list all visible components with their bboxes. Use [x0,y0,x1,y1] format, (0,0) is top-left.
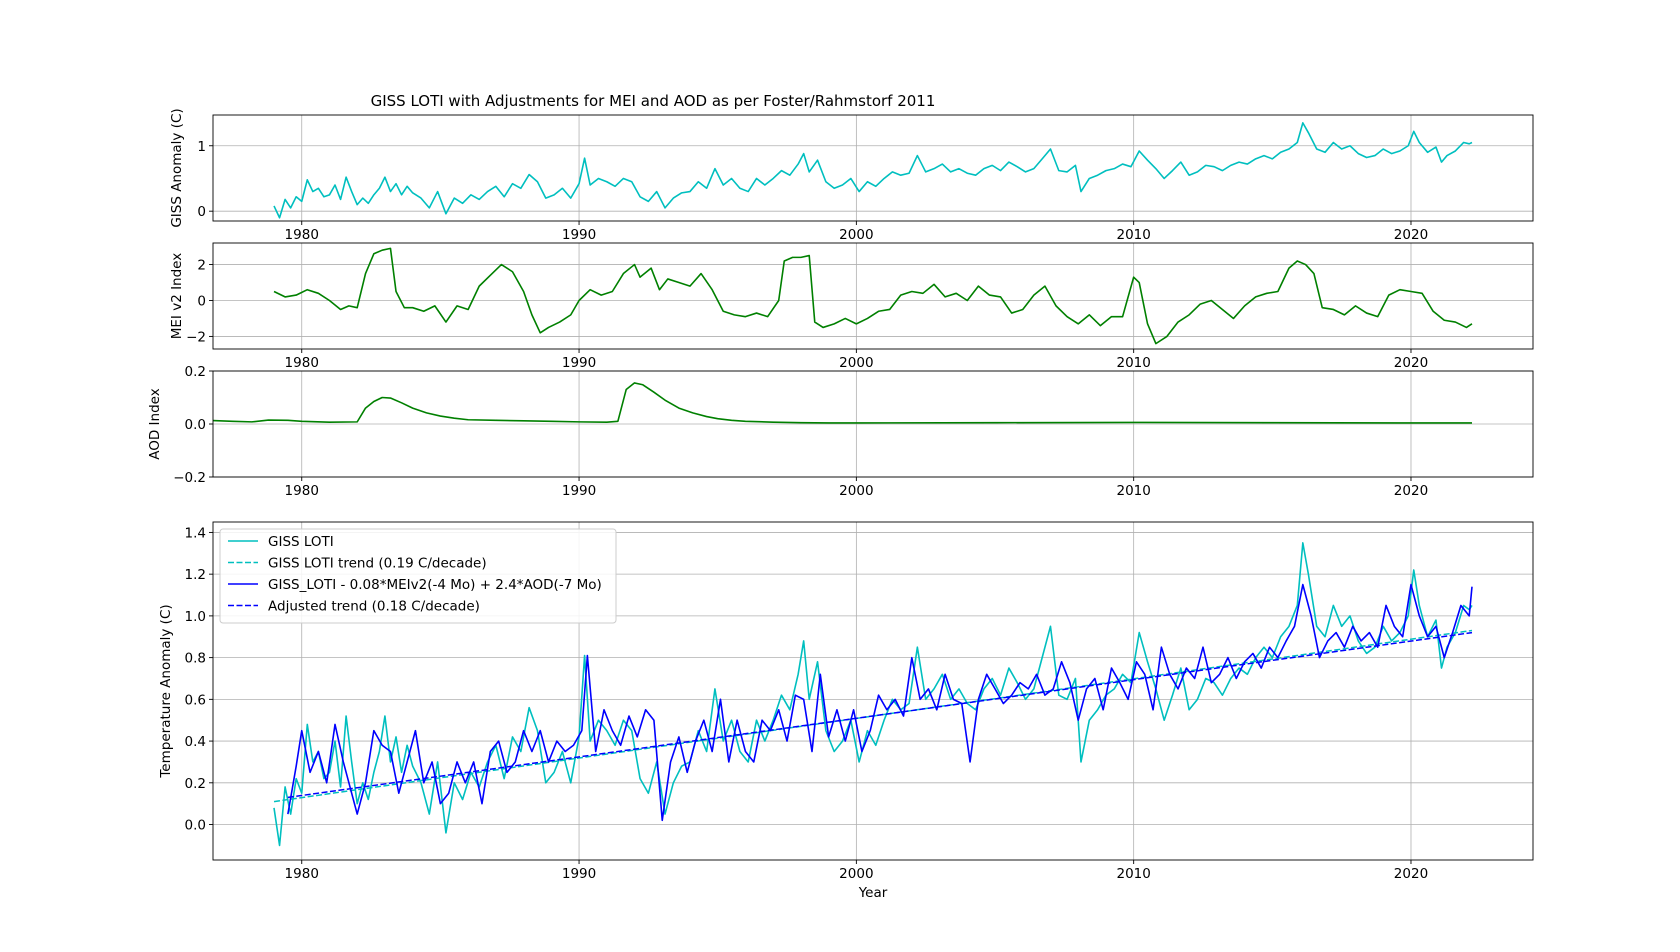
series-group [273,247,1473,345]
y-tick-label: 1.2 [185,567,206,583]
y-tick-label: 0 [197,293,206,309]
legend-box [219,528,617,624]
y-axis-label: Temperature Anomaly (C) [158,604,174,778]
x-tick-label: 1990 [562,866,596,882]
x-tick-label: 2010 [1116,866,1150,882]
figure-title: GISS LOTI with Adjustments for MEI and A… [371,92,936,110]
y-tick-label: 0.4 [185,734,206,750]
axes-frame [212,521,1534,861]
x-axis-label: Year [858,885,888,901]
series-line-combined-0 [273,542,1473,847]
legend-entry: GISS LOTI [268,534,334,550]
axes-frame [212,114,1534,222]
x-tick-label: 1980 [285,227,319,243]
x-tick-label: 2000 [839,227,873,243]
y-tick-label: 0.2 [185,776,206,792]
y-axis-label: MEI v2 Index [169,253,185,339]
y-tick-label: 1.4 [185,525,206,541]
x-tick-label: 2010 [1116,227,1150,243]
y-tick-label: 0.8 [185,651,206,667]
x-tick-label: 2000 [839,355,873,371]
y-tick-label: 1 [197,139,206,155]
series-line-giss-0 [273,122,1473,219]
x-tick-label: 1990 [562,227,596,243]
y-tick-label: 2 [197,258,206,274]
series-group [273,542,1473,847]
y-tick-label: 0.6 [185,692,206,708]
axes-frame [212,242,1534,350]
panel-combined: 1980 1990 2000 2010 2020 0.0 0.2 0.4 0.6 0.8 1.0 1.… [158,521,1534,901]
x-tick-label: 1990 [562,355,596,371]
x-tick-label: 1980 [285,355,319,371]
panel-giss: 1980 1990 2000 2010 2020 0 1 GISS Anomaly (C) [169,108,1534,243]
y-tick-label: 0.0 [185,818,206,834]
x-tick-label: 2000 [839,483,873,499]
panel-aod: 1980 1990 2000 2010 2020 −0.2 0.0 0.2 AOD Index [147,364,1534,499]
grid [213,115,1533,221]
y-tick-label: 0 [197,204,206,220]
x-tick-label: 2010 [1116,355,1150,371]
legend-entry: Adjusted trend (0.18 C/decade) [268,599,480,615]
series-group [213,382,1472,424]
legend-entry: GISS LOTI trend (0.19 C/decade) [268,556,487,572]
y-axis-label: AOD Index [147,388,163,459]
x-tick-label: 2020 [1394,866,1428,882]
y-tick-label: 0.2 [185,364,206,380]
y-tick-label: −0.2 [173,470,206,486]
x-tick-label: 1990 [562,483,596,499]
legend-entry: GISS_LOTI - 0.08*MEIv2(-4 Mo) + 2.4*AOD(… [268,577,602,593]
x-tick-label: 2020 [1394,227,1428,243]
x-tick-label: 2020 [1394,355,1428,371]
series-line-combined-2 [287,583,1473,822]
panel-mei: 1980 1990 2000 2010 2020 −2 0 2 MEI v2 Index [169,242,1534,371]
x-tick-label: 1980 [285,866,319,882]
series-line-mei-0 [273,247,1473,345]
series-line-combined-3 [287,631,1473,799]
y-axis-label: GISS Anomaly (C) [169,108,185,227]
x-tick-label: 1980 [285,483,319,499]
y-tick-label: 0.0 [185,417,206,433]
y-tick-label: 1.0 [185,609,206,625]
series-line-aod-0 [213,382,1472,424]
x-tick-label: 2010 [1116,483,1150,499]
series-group [273,122,1473,219]
x-tick-label: 2000 [839,866,873,882]
legend: GISS LOTI GISS LOTI trend (0.19 C/decade)… [219,528,617,624]
x-tick-label: 2020 [1394,483,1428,499]
grid [213,243,1533,349]
grid [213,370,1533,478]
y-tick-label: −2 [186,329,206,345]
